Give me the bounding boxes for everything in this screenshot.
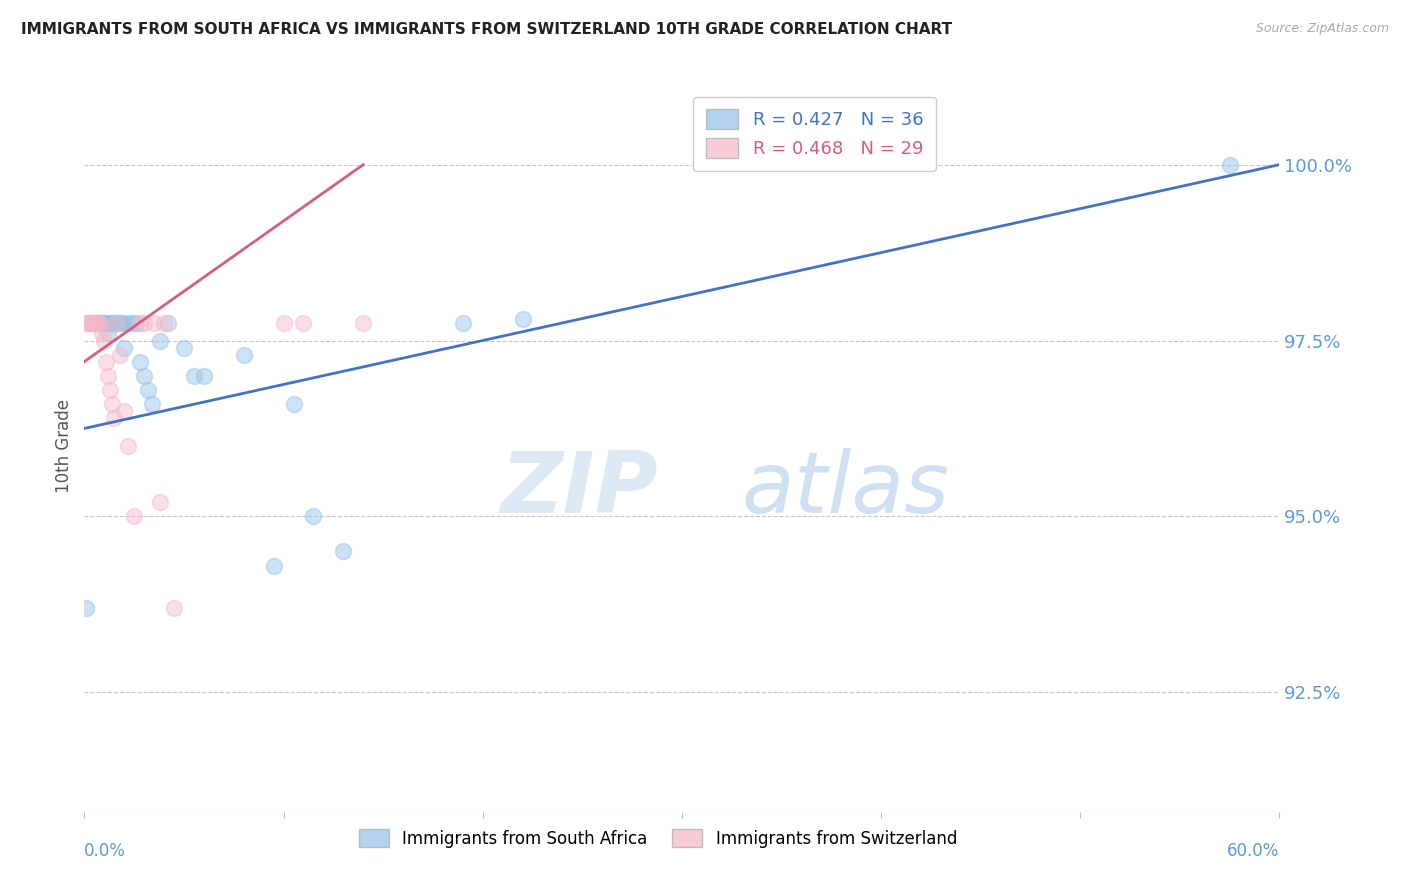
Point xyxy=(82,316,104,330)
Point xyxy=(121,316,143,330)
Point xyxy=(105,316,128,330)
Point xyxy=(89,316,111,330)
Point xyxy=(302,509,325,524)
Point xyxy=(98,316,121,330)
Point xyxy=(112,404,135,418)
Point xyxy=(101,397,124,411)
Point xyxy=(103,316,125,330)
Y-axis label: 10th Grade: 10th Grade xyxy=(55,399,73,493)
Text: 60.0%: 60.0% xyxy=(1227,842,1279,860)
Point xyxy=(86,316,108,330)
Point xyxy=(110,316,132,330)
Point xyxy=(93,334,115,348)
Point xyxy=(86,316,108,330)
Point xyxy=(263,558,285,573)
Point xyxy=(157,316,180,330)
Point xyxy=(96,354,118,368)
Point xyxy=(283,397,305,411)
Point xyxy=(141,397,163,411)
Point xyxy=(117,316,139,330)
Text: atlas: atlas xyxy=(742,449,949,532)
Point xyxy=(105,316,128,330)
Point xyxy=(136,383,159,397)
Text: 0.0%: 0.0% xyxy=(84,842,127,860)
Point xyxy=(129,354,152,368)
Point xyxy=(110,348,132,362)
Point xyxy=(125,316,148,330)
Point xyxy=(352,316,374,330)
Point xyxy=(97,326,120,341)
Point xyxy=(451,316,474,330)
Point xyxy=(79,316,101,330)
Point xyxy=(87,316,110,330)
Point xyxy=(91,326,114,341)
Point xyxy=(193,368,215,383)
Point xyxy=(75,316,97,330)
Text: Source: ZipAtlas.com: Source: ZipAtlas.com xyxy=(1256,22,1389,36)
Point xyxy=(91,316,114,330)
Point xyxy=(111,316,134,330)
Point xyxy=(96,316,118,330)
Point xyxy=(103,410,125,425)
Point xyxy=(82,316,104,330)
Text: IMMIGRANTS FROM SOUTH AFRICA VS IMMIGRANTS FROM SWITZERLAND 10TH GRADE CORRELATI: IMMIGRANTS FROM SOUTH AFRICA VS IMMIGRAN… xyxy=(21,22,952,37)
Point xyxy=(173,341,195,355)
Point xyxy=(153,316,176,330)
Point xyxy=(129,316,152,330)
Point xyxy=(232,348,254,362)
Point xyxy=(183,368,205,383)
Point xyxy=(292,316,315,330)
Point xyxy=(89,316,111,330)
Point xyxy=(117,439,139,453)
Point xyxy=(98,383,121,397)
Point xyxy=(1219,158,1241,172)
Point xyxy=(112,341,135,355)
Point xyxy=(132,368,156,383)
Point xyxy=(163,600,186,615)
Point xyxy=(143,316,166,330)
Legend: Immigrants from South Africa, Immigrants from Switzerland: Immigrants from South Africa, Immigrants… xyxy=(352,822,965,855)
Point xyxy=(149,334,172,348)
Point xyxy=(87,316,110,330)
Text: ZIP: ZIP xyxy=(501,449,658,532)
Point xyxy=(83,316,105,330)
Point xyxy=(132,316,156,330)
Point xyxy=(273,316,295,330)
Point xyxy=(75,600,97,615)
Point xyxy=(149,495,172,509)
Point xyxy=(332,544,354,558)
Point xyxy=(93,316,115,330)
Point xyxy=(101,316,124,330)
Point xyxy=(512,312,534,326)
Point xyxy=(97,368,120,383)
Point xyxy=(122,509,145,524)
Point xyxy=(77,316,100,330)
